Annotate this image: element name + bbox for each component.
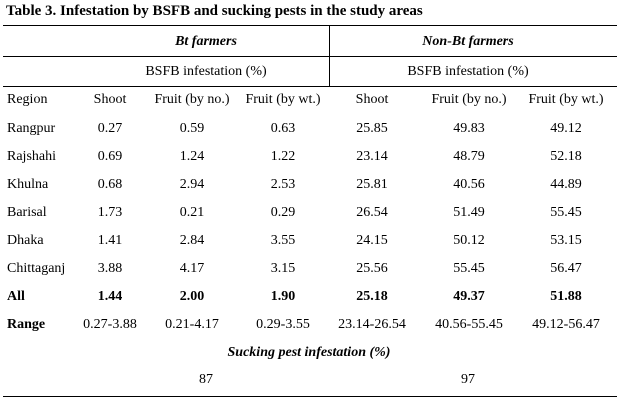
row-value-cell: 52.18 [550,149,582,164]
row-value-cell: 3.15 [270,261,296,276]
row-value-cell: 0.21 [179,205,205,220]
column-header-nonbt-fruit-wt: Fruit (by wt.) [528,92,604,107]
subheader-nonbt: BSFB infestation (%) [407,64,529,79]
range-row-value-cell: 40.56-55.45 [435,317,503,332]
row-value-cell: 0.63 [270,121,296,136]
row-value-cell: 3.55 [270,233,296,248]
group-header-bt: Bt farmers [175,34,237,49]
row-value-cell: 25.81 [356,177,388,192]
row-value-cell: 0.68 [97,177,123,192]
row-value-cell: 1.22 [270,149,296,164]
column-header-region: Region [7,92,48,107]
row-value-cell: 0.69 [97,149,123,164]
range-row-value-cell: 49.12-56.47 [532,317,600,332]
row-value-cell: 51.49 [453,205,485,220]
column-header-bt-fruit-wt: Fruit (by wt.) [245,92,321,107]
range-row-value-cell: 0.21-4.17 [165,317,219,332]
row-region-label: Chittaganj [7,261,66,276]
row-value-cell: 0.29 [270,205,296,220]
all-row-value-cell: 25.18 [356,289,388,304]
row-value-cell: 48.79 [453,149,485,164]
rule-group-divider [329,25,330,87]
row-value-cell: 55.45 [550,205,582,220]
rule-column-header [3,86,617,87]
row-value-cell: 26.54 [356,205,388,220]
row-region-label: Rangpur [7,121,56,136]
row-value-cell: 44.89 [550,177,582,192]
all-row-value-cell: 51.88 [550,289,582,304]
column-header-nonbt-fruit-no: Fruit (by no.) [431,92,507,107]
all-row-value-cell: 49.37 [453,289,485,304]
row-value-cell: 24.15 [356,233,388,248]
row-value-cell: 23.14 [356,149,388,164]
row-value-cell: 2.94 [179,177,205,192]
row-value-cell: 3.88 [97,261,123,276]
row-region-label: Dhaka [7,233,44,248]
sucking-pest-nonbt-value: 97 [461,372,475,387]
row-value-cell: 49.12 [550,121,582,136]
subheader-bt: BSFB infestation (%) [145,64,267,79]
row-region-label: Rajshahi [7,149,56,164]
row-value-cell: 1.24 [179,149,205,164]
row-value-cell: 0.27 [97,121,123,136]
all-row-value-cell: 1.90 [270,289,296,304]
column-header-bt-shoot: Shoot [93,92,127,107]
rule-top [3,25,617,26]
row-value-cell: 50.12 [453,233,485,248]
all-row-value-cell: 2.00 [179,289,205,304]
row-value-cell: 56.47 [550,261,582,276]
row-value-cell: 40.56 [453,177,485,192]
range-row-value-cell: 0.29-3.55 [256,317,310,332]
row-value-cell: 2.84 [179,233,205,248]
row-value-cell: 4.17 [179,261,205,276]
row-value-cell: 2.53 [270,177,296,192]
row-value-cell: 55.45 [453,261,485,276]
group-header-nonbt: Non-Bt farmers [422,34,514,49]
row-value-cell: 1.73 [97,205,123,220]
row-region-label: Barisal [7,205,47,220]
row-value-cell: 49.83 [453,121,485,136]
rule-subheader [3,56,617,57]
column-header-bt-fruit-no: Fruit (by no.) [154,92,230,107]
all-row-label: All [7,289,25,304]
row-region-label: Khulna [7,177,49,192]
row-value-cell: 25.56 [356,261,388,276]
table-title: Table 3. Infestation by BSFB and sucking… [6,3,423,19]
all-row-value-cell: 1.44 [97,289,123,304]
row-value-cell: 25.85 [356,121,388,136]
range-row-value-cell: 23.14-26.54 [338,317,406,332]
row-value-cell: 0.59 [179,121,205,136]
sucking-pest-title: Sucking pest infestation (%) [227,345,391,360]
column-header-nonbt-shoot: Shoot [355,92,389,107]
rule-bottom [3,396,617,397]
sucking-pest-bt-value: 87 [199,372,213,387]
row-value-cell: 53.15 [550,233,582,248]
row-value-cell: 1.41 [97,233,123,248]
range-row-value-cell: 0.27-3.88 [83,317,137,332]
range-row-label: Range [7,317,46,332]
